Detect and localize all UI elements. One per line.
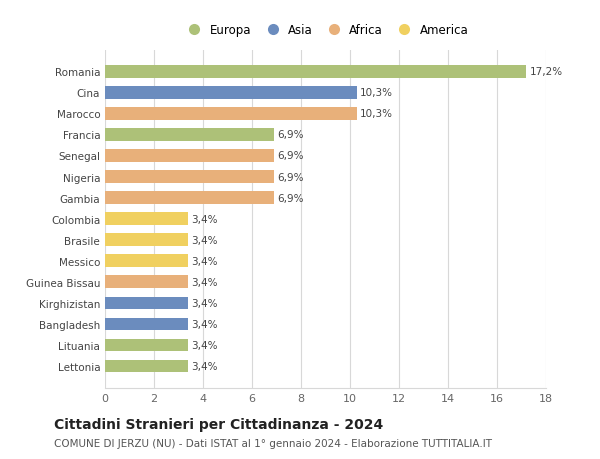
Text: 6,9%: 6,9%	[277, 130, 304, 140]
Bar	[105, 87, 358, 100]
Bar	[105, 234, 188, 246]
Bar	[105, 360, 188, 373]
Bar	[105, 192, 274, 204]
Bar	[105, 297, 188, 309]
Text: 3,4%: 3,4%	[191, 340, 218, 350]
Bar	[105, 339, 188, 352]
Text: 3,4%: 3,4%	[191, 298, 218, 308]
Text: Cittadini Stranieri per Cittadinanza - 2024: Cittadini Stranieri per Cittadinanza - 2…	[54, 417, 383, 431]
Bar	[105, 276, 188, 289]
Text: 3,4%: 3,4%	[191, 277, 218, 287]
Bar	[105, 66, 526, 78]
Bar	[105, 213, 188, 225]
Text: 3,4%: 3,4%	[191, 361, 218, 371]
Text: 6,9%: 6,9%	[277, 151, 304, 161]
Bar	[105, 318, 188, 330]
Bar	[105, 171, 274, 184]
Text: 6,9%: 6,9%	[277, 193, 304, 203]
Legend: Europa, Asia, Africa, America: Europa, Asia, Africa, America	[178, 19, 473, 42]
Text: 17,2%: 17,2%	[529, 67, 562, 77]
Bar	[105, 108, 358, 120]
Text: 10,3%: 10,3%	[360, 109, 393, 119]
Text: 10,3%: 10,3%	[360, 88, 393, 98]
Bar	[105, 255, 188, 268]
Text: 3,4%: 3,4%	[191, 235, 218, 245]
Bar	[105, 129, 274, 141]
Text: 6,9%: 6,9%	[277, 172, 304, 182]
Bar	[105, 150, 274, 162]
Text: 3,4%: 3,4%	[191, 319, 218, 329]
Text: COMUNE DI JERZU (NU) - Dati ISTAT al 1° gennaio 2024 - Elaborazione TUTTITALIA.I: COMUNE DI JERZU (NU) - Dati ISTAT al 1° …	[54, 438, 492, 448]
Text: 3,4%: 3,4%	[191, 256, 218, 266]
Text: 3,4%: 3,4%	[191, 214, 218, 224]
